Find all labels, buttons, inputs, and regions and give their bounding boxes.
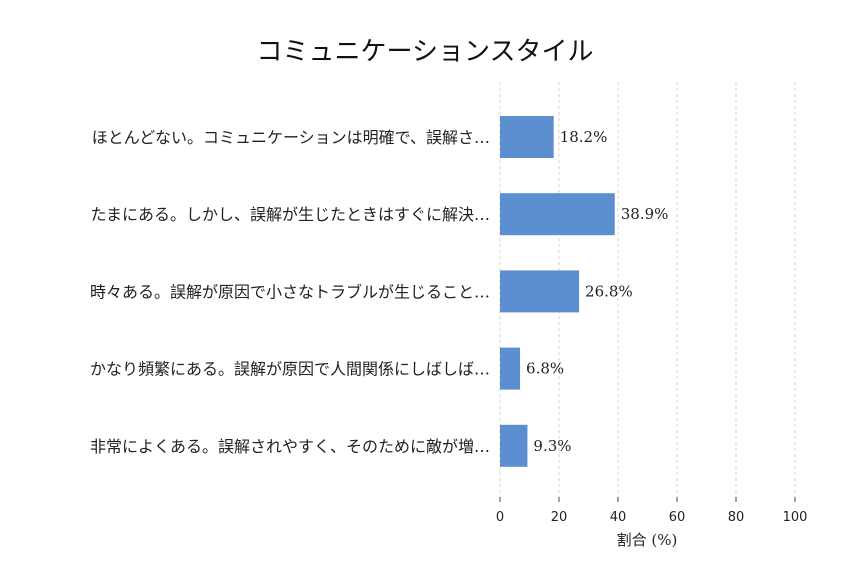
x-tick-label-1: 20 xyxy=(551,510,568,525)
bar-4 xyxy=(500,424,528,467)
chart-title: コミュニケーションスタイル xyxy=(257,37,594,67)
value-label-4: 9.3% xyxy=(533,437,571,455)
x-axis-label: 割合 (%) xyxy=(617,531,678,549)
value-label-1: 38.9% xyxy=(621,205,669,223)
x-tick-label-0: 0 xyxy=(496,510,504,525)
x-tick-label-3: 60 xyxy=(669,510,686,525)
category-label-3: かなり頻繁にある。誤解が原因で人間関係にしばしば… xyxy=(90,360,490,379)
category-label-4: 非常によくある。誤解されやすく、そのために敵が増… xyxy=(90,437,490,456)
x-tick-label-5: 100 xyxy=(783,510,808,525)
bars xyxy=(500,116,615,467)
bar-1 xyxy=(500,193,615,236)
x-tick-label-2: 40 xyxy=(610,510,627,525)
value-label-3: 6.8% xyxy=(526,360,564,378)
x-tick-label-4: 80 xyxy=(728,510,745,525)
bar-0 xyxy=(500,116,554,158)
category-label-2: 時々ある。誤解が原因で小さなトラブルが生じること… xyxy=(90,282,490,301)
x-axis-ticks: 0 20 40 60 80 100 xyxy=(496,497,808,525)
category-label-1: たまにある。しかし、誤解が生じたときはすぐに解決… xyxy=(90,205,490,224)
category-label-0: ほとんどない。コミュニケーションは明確で、誤解さ… xyxy=(92,128,490,147)
bar-2 xyxy=(500,270,580,313)
category-labels: ほとんどない。コミュニケーションは明確で、誤解さ… たまにある。しかし、誤解が生じ… xyxy=(90,128,490,456)
value-label-0: 18.2% xyxy=(560,128,608,146)
value-label-2: 26.8% xyxy=(585,282,633,300)
bar-3 xyxy=(500,347,521,390)
value-labels: 18.2% 38.9% 26.8% 6.8% 9.3% xyxy=(526,128,668,455)
